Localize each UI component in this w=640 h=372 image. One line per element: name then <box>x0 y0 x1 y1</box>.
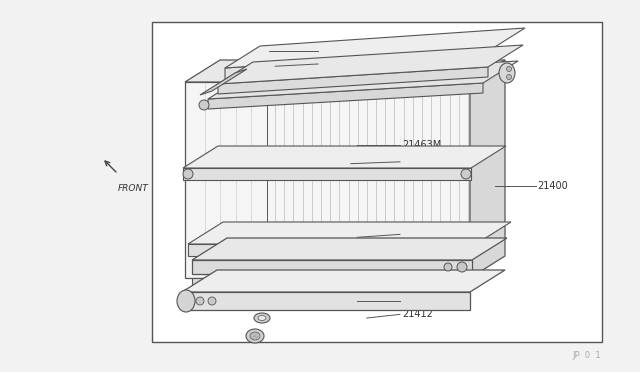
Text: 21408M: 21408M <box>402 230 441 239</box>
Ellipse shape <box>250 332 260 340</box>
Ellipse shape <box>499 63 515 83</box>
Polygon shape <box>183 146 506 168</box>
Bar <box>152 22 602 342</box>
Polygon shape <box>188 244 476 256</box>
Polygon shape <box>225 28 525 68</box>
Text: 21480: 21480 <box>320 46 351 56</box>
Polygon shape <box>208 61 518 99</box>
Polygon shape <box>470 60 505 278</box>
Circle shape <box>444 263 452 271</box>
Text: JP  0  1: JP 0 1 <box>573 350 602 359</box>
Polygon shape <box>200 69 247 95</box>
Circle shape <box>461 169 471 179</box>
Circle shape <box>208 297 216 305</box>
Polygon shape <box>225 50 490 82</box>
Polygon shape <box>208 83 483 109</box>
Polygon shape <box>185 60 505 82</box>
Text: 21463M: 21463M <box>402 140 441 150</box>
Text: 21412E: 21412E <box>402 296 439 305</box>
Circle shape <box>457 262 467 272</box>
Circle shape <box>196 297 204 305</box>
Polygon shape <box>192 260 472 274</box>
Text: FRONT: FRONT <box>118 184 148 193</box>
Text: 21412E: 21412E <box>402 157 439 167</box>
Polygon shape <box>185 82 470 278</box>
Polygon shape <box>182 292 470 310</box>
Text: 21412: 21412 <box>402 310 433 319</box>
Polygon shape <box>192 238 507 260</box>
Polygon shape <box>218 67 488 94</box>
Circle shape <box>199 100 209 110</box>
Circle shape <box>506 74 511 80</box>
Polygon shape <box>218 45 523 84</box>
Circle shape <box>183 169 193 179</box>
Polygon shape <box>188 222 511 244</box>
Ellipse shape <box>246 329 264 343</box>
Circle shape <box>506 67 511 71</box>
Text: 21400: 21400 <box>538 181 568 191</box>
Polygon shape <box>182 270 505 292</box>
Ellipse shape <box>258 315 266 321</box>
Ellipse shape <box>254 313 270 323</box>
Text: 21480G: 21480G <box>320 59 358 69</box>
Polygon shape <box>183 168 471 180</box>
Ellipse shape <box>177 290 195 312</box>
Polygon shape <box>192 278 468 288</box>
